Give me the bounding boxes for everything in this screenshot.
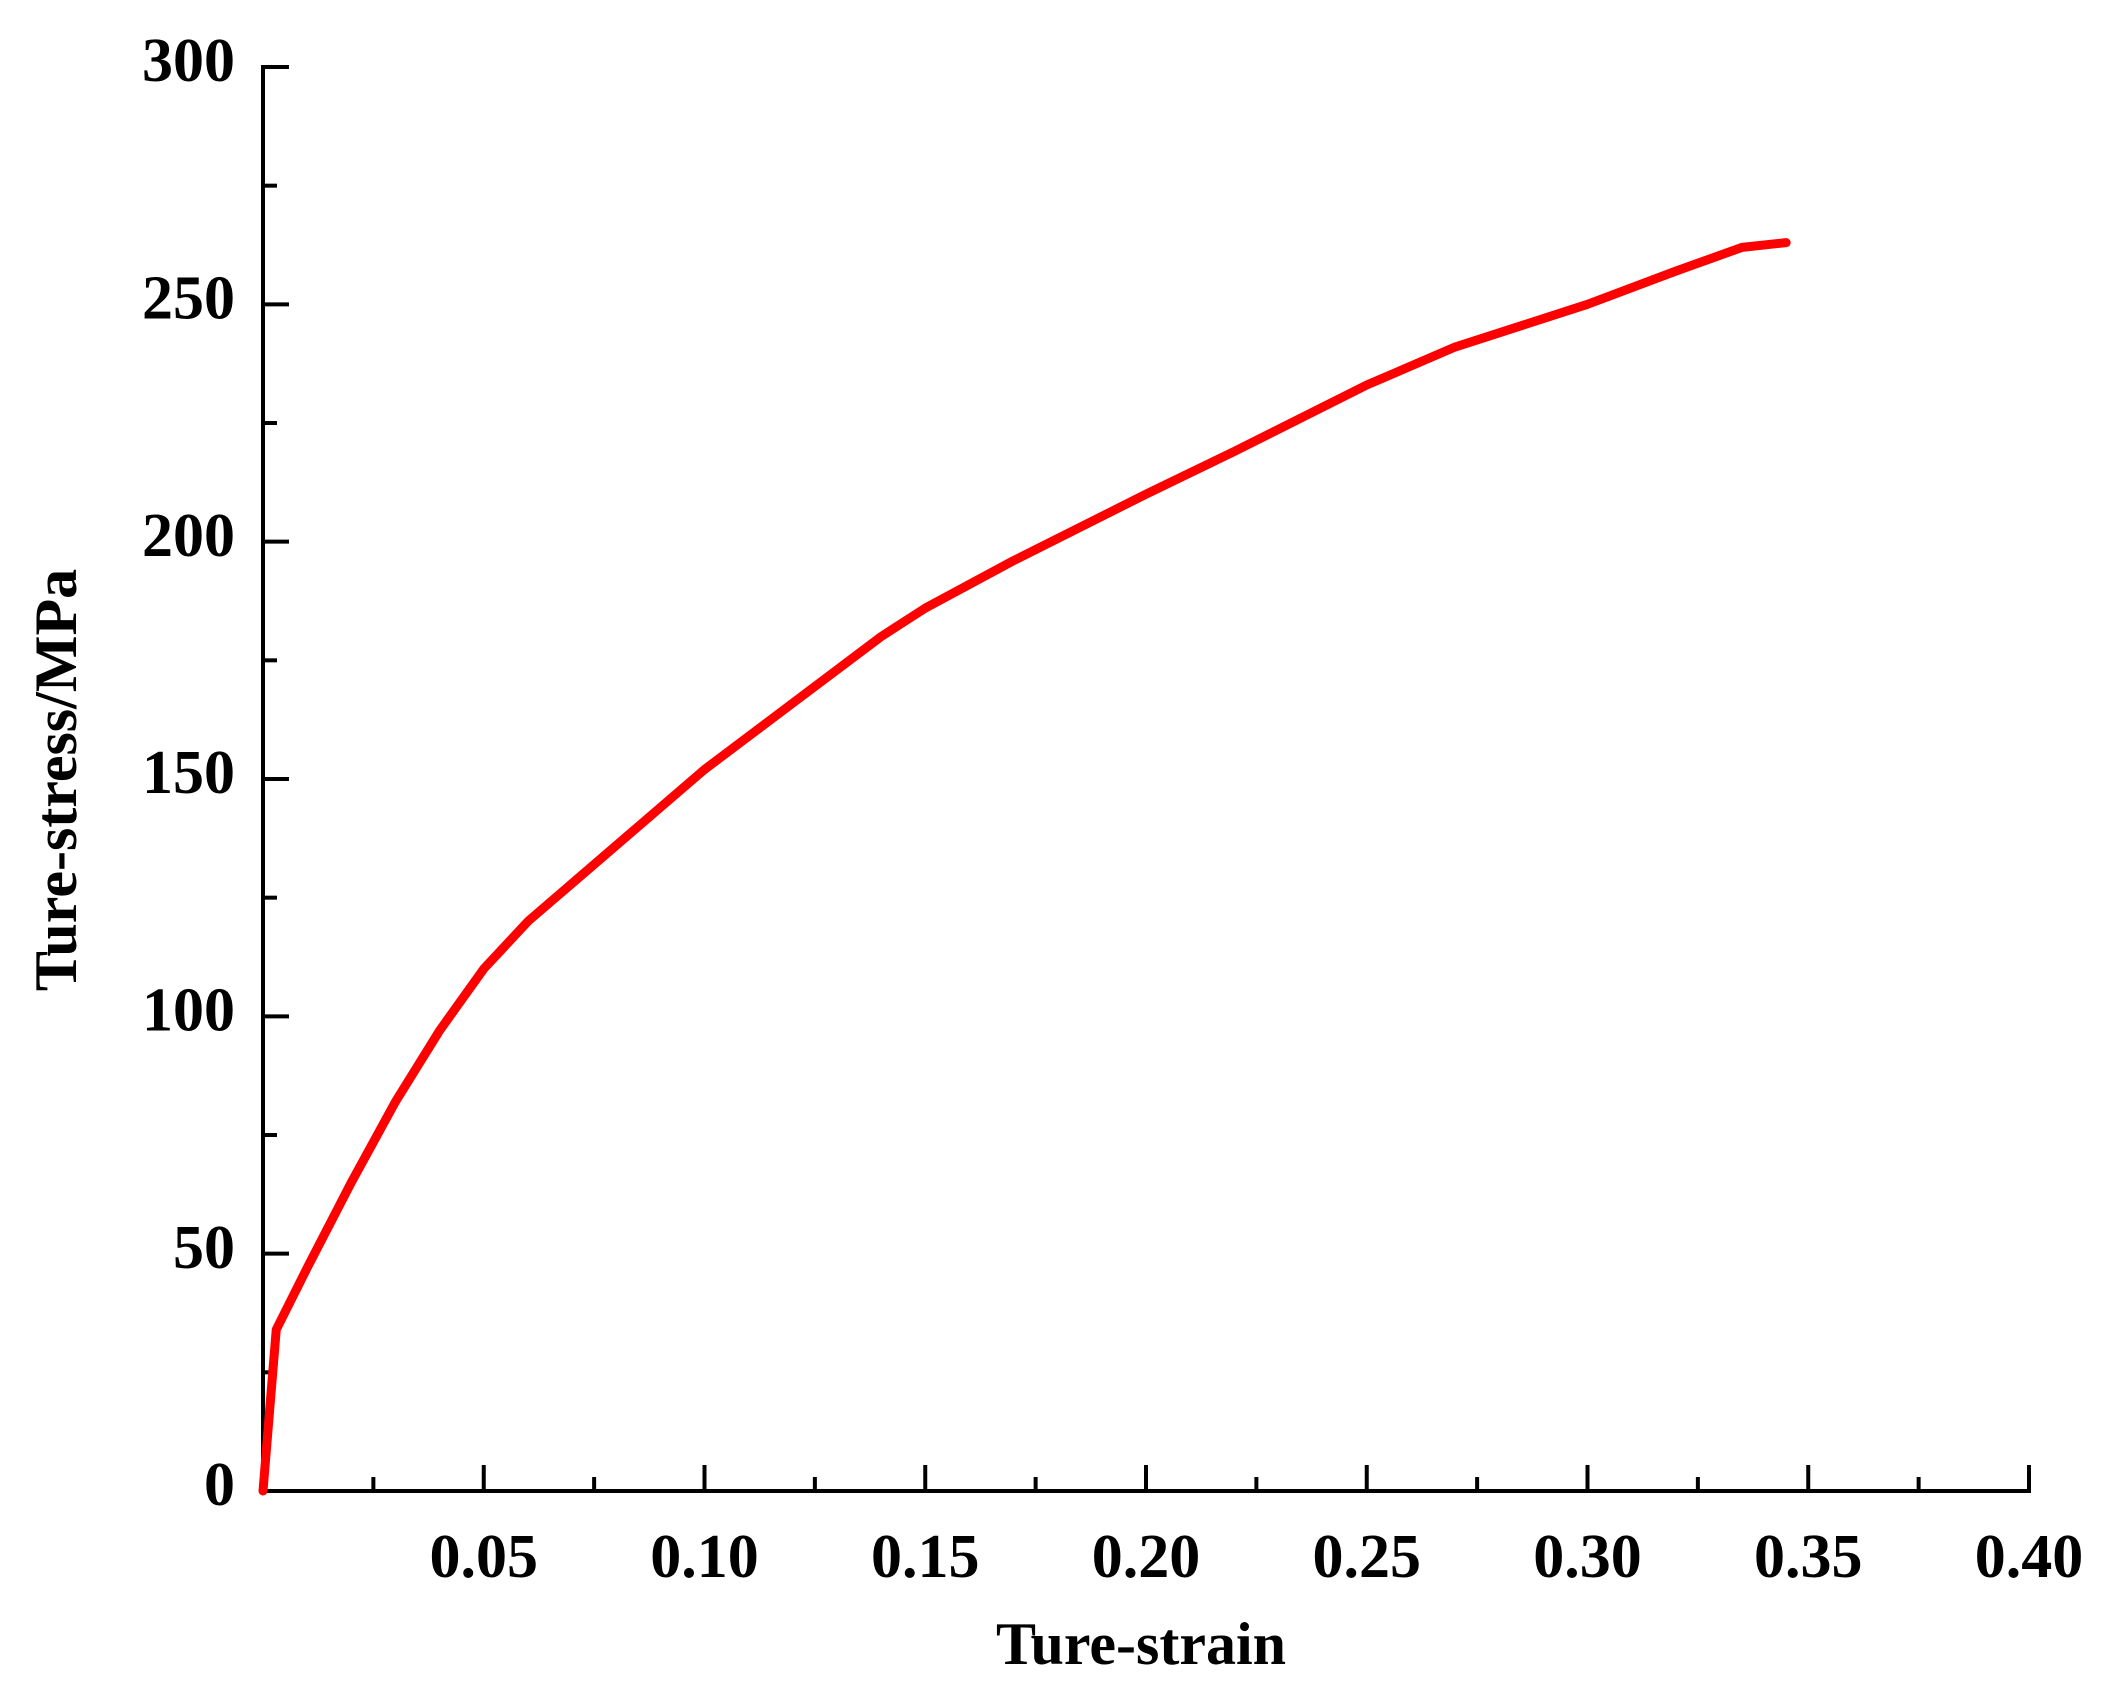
y-tick-label: 50 [173,1214,235,1282]
x-tick-label: 0.40 [1975,1523,2084,1591]
x-tick-label: 0.20 [1092,1523,1201,1591]
y-tick-label: 0 [204,1451,235,1519]
x-tick-label: 0.05 [430,1523,539,1591]
y-tick-label: 300 [142,27,235,95]
y-tick-label: 250 [142,265,235,333]
y-tick-label: 150 [142,739,235,807]
x-tick-label: 0.10 [650,1523,759,1591]
y-tick-label: 200 [142,502,235,570]
y-tick-label: 100 [142,977,235,1045]
x-tick-label: 0.30 [1533,1523,1642,1591]
x-axis-label: Ture-strain [996,1611,1286,1677]
y-axis-label: Ture-stress/MPa [23,569,89,991]
x-tick-label: 0.15 [871,1523,980,1591]
data-line [258,238,1791,1496]
x-tick-label: 0.35 [1754,1523,1863,1591]
x-tick-label: 0.25 [1313,1523,1422,1591]
